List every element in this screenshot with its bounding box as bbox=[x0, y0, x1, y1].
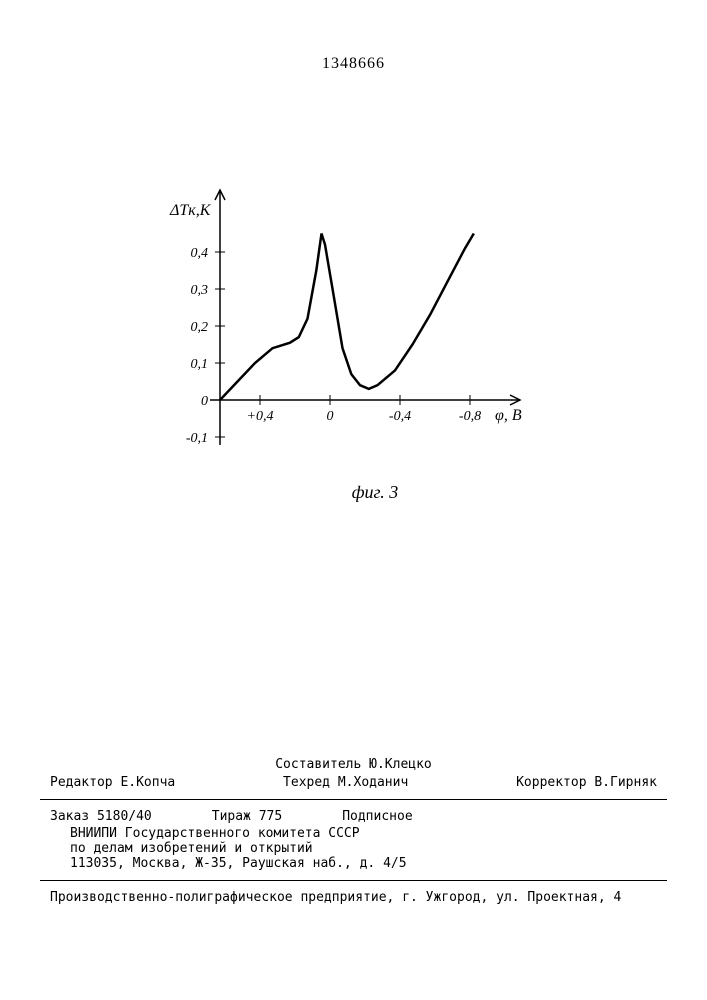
y-tick-label: 0,4 bbox=[191, 246, 209, 261]
y-tick-label: 0,3 bbox=[191, 283, 209, 298]
print-info: Производственно-полиграфическое предприя… bbox=[40, 884, 667, 905]
x-tick-label: +0,4 bbox=[247, 409, 274, 424]
circulation: Тираж 775 bbox=[212, 809, 282, 824]
x-axis-label: φ, B bbox=[495, 407, 522, 424]
org-line: по делам изобретений и открытий bbox=[70, 841, 657, 856]
document-number: 1348666 bbox=[322, 55, 385, 73]
editor-text: Редактор Е.Копча bbox=[50, 775, 175, 790]
order-line: Заказ 5180/40 Тираж 775 Подписное bbox=[40, 803, 667, 824]
x-tick-label: -0,4 bbox=[389, 409, 411, 424]
roles-line: Редактор Е.Копча Техред М.Ходанич Коррек… bbox=[40, 775, 667, 796]
divider-line bbox=[40, 880, 667, 881]
x-tick-label: -0,8 bbox=[459, 409, 481, 424]
data-curve bbox=[220, 234, 474, 401]
footer-block: Составитель Ю.Клецко Редактор Е.Копча Те… bbox=[40, 757, 667, 905]
x-tick-label: 0 bbox=[327, 409, 334, 424]
corrector-text: Корректор В.Гирняк bbox=[516, 775, 657, 790]
y-tick-label: -0,1 bbox=[186, 431, 208, 446]
y-tick-label: 0,1 bbox=[191, 357, 209, 372]
subscription: Подписное bbox=[342, 809, 412, 824]
chart-svg: 0 0,1 0,2 0,3 0,4 -0,1 +0,4 0 -0,4 -0,8 … bbox=[150, 185, 550, 495]
divider-line bbox=[40, 799, 667, 800]
y-tick-label: 0 bbox=[201, 394, 208, 409]
y-tick-label: 0,2 bbox=[191, 320, 209, 335]
techred-text: Техред М.Ходанич bbox=[283, 775, 408, 790]
compiler-line: Составитель Ю.Клецко bbox=[40, 757, 667, 772]
org-block: ВНИИПИ Государственного комитета СССР по… bbox=[40, 824, 667, 877]
chart-figure: 0 0,1 0,2 0,3 0,4 -0,1 +0,4 0 -0,4 -0,8 … bbox=[150, 185, 550, 495]
org-line: ВНИИПИ Государственного комитета СССР bbox=[70, 826, 657, 841]
order-number: Заказ 5180/40 bbox=[50, 809, 152, 824]
org-line: 113035, Москва, Ж-35, Раушская наб., д. … bbox=[70, 856, 657, 871]
figure-caption: фиг. 3 bbox=[352, 482, 399, 502]
y-axis-label: ΔTк,K bbox=[169, 202, 212, 219]
